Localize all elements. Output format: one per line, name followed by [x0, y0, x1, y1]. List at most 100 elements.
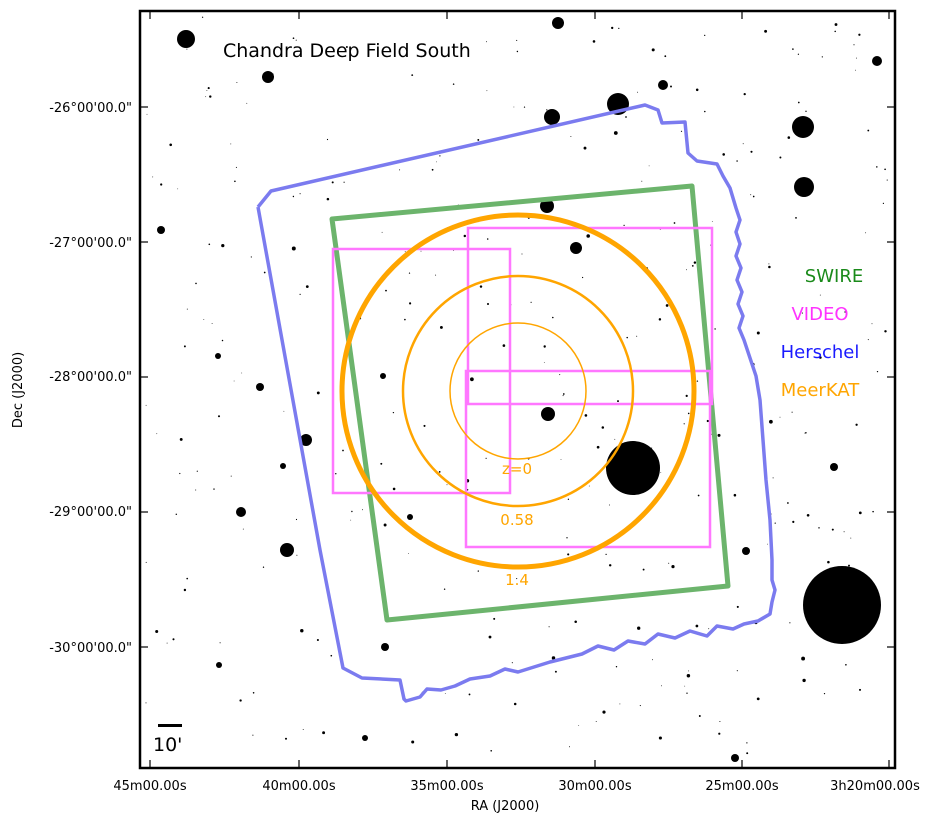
faint-star	[230, 143, 232, 145]
faint-star	[867, 339, 869, 341]
star	[872, 56, 882, 66]
faint-star	[711, 221, 713, 222]
meerkat-rings	[339, 212, 697, 570]
faint-star	[691, 265, 694, 267]
axis-ticks	[140, 11, 895, 768]
faint-star	[570, 136, 572, 137]
faint-star	[177, 188, 179, 190]
faint-star	[156, 433, 158, 435]
faint-star	[392, 411, 395, 414]
faint-star	[211, 322, 213, 324]
faint-star	[625, 116, 627, 118]
faint-star	[513, 106, 515, 108]
faint-star	[834, 23, 838, 26]
faint-star	[295, 518, 298, 521]
faint-star	[488, 635, 492, 639]
faint-star	[704, 34, 706, 37]
star-field	[145, 16, 888, 762]
faint-star	[493, 617, 496, 620]
star	[407, 514, 413, 520]
star	[381, 643, 389, 651]
faint-star	[217, 415, 221, 418]
faint-star	[272, 73, 274, 75]
faint-star	[686, 692, 688, 694]
faint-star	[608, 564, 612, 567]
faint-star	[844, 311, 846, 313]
x-tick-label: 30m00.00s	[558, 779, 631, 794]
faint-star	[404, 251, 406, 253]
faint-star	[685, 394, 688, 398]
faint-star	[596, 445, 600, 449]
star	[236, 507, 246, 517]
faint-star	[411, 740, 415, 744]
faint-star	[342, 449, 344, 452]
faint-star	[733, 493, 737, 497]
faint-star	[283, 410, 285, 412]
faint-star	[795, 217, 797, 219]
faint-star	[207, 87, 210, 90]
faint-star	[454, 732, 459, 737]
faint-star	[673, 222, 676, 224]
faint-star	[260, 54, 262, 57]
faint-star	[486, 302, 490, 306]
faint-star	[196, 470, 198, 472]
x-tick-label: 40m00.00s	[262, 779, 335, 794]
faint-star	[292, 195, 295, 198]
faint-star	[399, 169, 401, 171]
faint-star	[453, 250, 454, 252]
faint-star	[671, 565, 675, 569]
faint-star	[884, 168, 886, 171]
faint-star	[802, 678, 806, 683]
faint-star	[145, 702, 147, 704]
faint-star	[452, 83, 455, 85]
faint-star	[326, 138, 329, 141]
faint-star	[235, 166, 237, 168]
faint-star	[552, 316, 554, 319]
faint-star	[660, 472, 662, 473]
faint-star	[513, 702, 517, 706]
faint-star	[295, 39, 297, 41]
faint-star	[848, 564, 850, 567]
faint-star	[296, 554, 298, 556]
faint-star	[683, 423, 685, 425]
faint-star	[637, 91, 639, 93]
faint-star	[819, 294, 821, 296]
faint-star	[658, 318, 662, 321]
faint-star	[420, 250, 422, 252]
faint-star	[769, 419, 773, 424]
faint-star	[554, 670, 557, 673]
faint-star	[831, 617, 833, 619]
star	[742, 547, 750, 555]
meerkat-ring-middle	[401, 274, 635, 508]
faint-star	[792, 520, 795, 523]
faint-star	[155, 629, 159, 634]
faint-star	[530, 301, 532, 303]
faint-star	[664, 55, 667, 58]
faint-star	[562, 393, 565, 395]
faint-star	[203, 319, 205, 320]
faint-star	[578, 725, 580, 726]
faint-star	[431, 168, 434, 171]
faint-star	[722, 153, 725, 156]
faint-star	[882, 202, 885, 205]
faint-star	[486, 41, 487, 43]
faint-star	[801, 656, 806, 661]
star	[362, 735, 368, 741]
faint-star	[746, 752, 749, 755]
faint-star	[186, 308, 188, 310]
faint-star	[601, 426, 605, 429]
faint-star	[619, 703, 621, 705]
faint-star	[658, 736, 662, 740]
faint-star	[680, 130, 683, 132]
star	[177, 30, 195, 48]
faint-star	[186, 577, 189, 580]
faint-star	[574, 620, 577, 623]
faint-star	[326, 197, 330, 201]
star	[794, 177, 814, 197]
faint-star	[687, 412, 690, 415]
faint-star	[330, 654, 333, 657]
faint-star	[250, 256, 252, 258]
faint-star	[252, 692, 255, 694]
faint-star	[195, 282, 197, 285]
